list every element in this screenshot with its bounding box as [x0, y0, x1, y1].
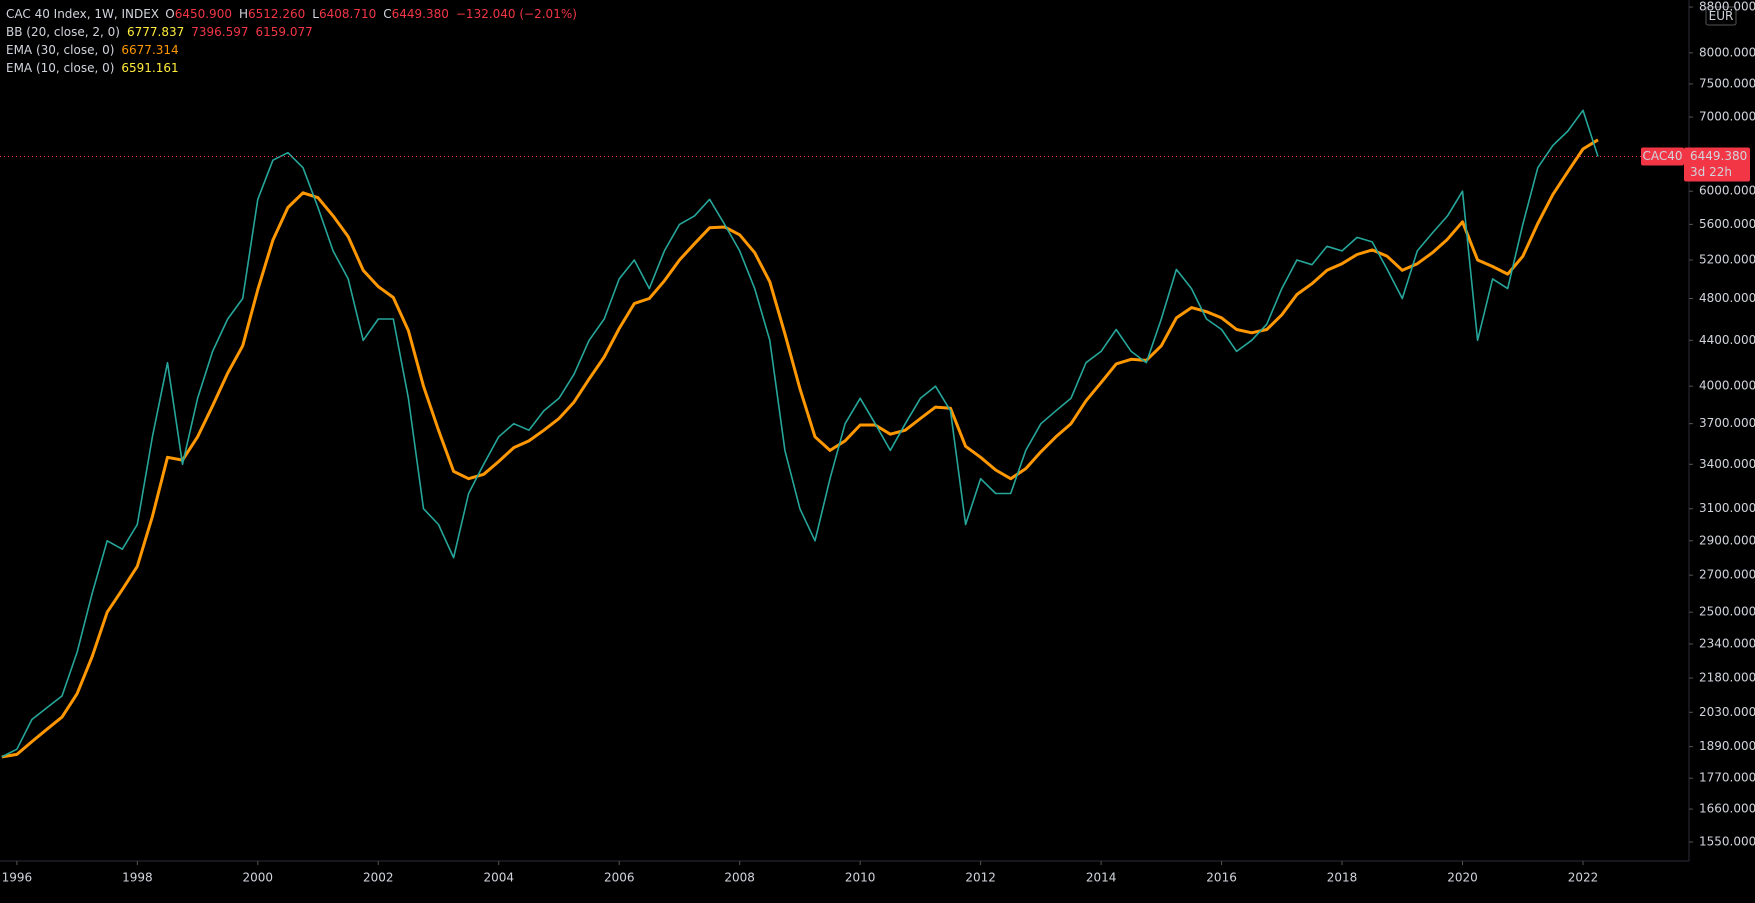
legend-row: EMA (10, close, 0) 6591.161 — [6, 61, 179, 75]
ohlc-value: 6512.260 — [248, 7, 305, 21]
y-tick-label: 2500.000 — [1699, 605, 1755, 619]
legend-row: BB (20, close, 2, 0) 6777.837 7396.597 6159… — [6, 25, 313, 39]
indicator-value: 7396.597 — [191, 25, 248, 39]
currency-box[interactable] — [1705, 6, 1737, 26]
y-tick-label: 6000.000 — [1699, 184, 1755, 198]
ohlc-value: 6450.900 — [175, 7, 232, 21]
y-tick-label: 3400.000 — [1699, 457, 1755, 471]
ohlc-key: C — [383, 7, 391, 21]
x-tick-label: 2008 — [724, 871, 755, 885]
x-tick-label: 2002 — [363, 871, 394, 885]
indicator-name: EMA (30, close, 0) — [6, 43, 114, 57]
y-tick-label: 1890.000 — [1699, 739, 1755, 753]
y-tick-label: 2700.000 — [1699, 568, 1755, 582]
indicator-value: 6777.837 — [127, 25, 184, 39]
x-tick-label: 2014 — [1086, 871, 1117, 885]
y-tick-label: 1660.000 — [1699, 802, 1755, 816]
y-tick-label: 2030.000 — [1699, 705, 1755, 719]
x-tick-label: 1998 — [122, 871, 153, 885]
currency: EUR — [1709, 9, 1734, 23]
ohlc-key: O — [165, 7, 174, 21]
y-tick-label: 4800.000 — [1699, 291, 1755, 305]
legend-row: EMA (30, close, 0) 6677.314 — [6, 43, 179, 57]
change: −132.040 (−2.01%) — [456, 7, 577, 21]
y-tick-label: 8000.000 — [1699, 45, 1755, 59]
x-tick-label: 2000 — [243, 871, 274, 885]
y-tick-label: 2900.000 — [1699, 533, 1755, 547]
y-tick-label: 2180.000 — [1699, 671, 1755, 685]
indicator-value: 6677.314 — [121, 43, 178, 57]
y-tick-label: 7500.000 — [1699, 76, 1755, 90]
y-tick-label: 5200.000 — [1699, 253, 1755, 267]
indicator-value: 6591.161 — [121, 61, 178, 75]
indicator-name: BB (20, close, 2, 0) — [6, 25, 120, 39]
y-tick-label: 1770.000 — [1699, 771, 1755, 785]
x-tick-label: 2022 — [1568, 871, 1599, 885]
y-tick-label: 8800.000 — [1699, 0, 1755, 14]
symbol-title: CAC 40 Index, 1W, INDEX — [6, 7, 159, 21]
y-tick-label: 3700.000 — [1699, 416, 1755, 430]
price-label-box — [1684, 147, 1750, 182]
y-tick-label: 7000.000 — [1699, 110, 1755, 124]
price-line — [1, 109, 1599, 758]
price-label: 6449.380 — [1690, 149, 1747, 163]
plot-area — [0, 109, 1689, 759]
ohlc-key: H — [239, 7, 248, 21]
x-tick-label: 2020 — [1447, 871, 1478, 885]
symbol-label: CAC40 — [1642, 149, 1682, 163]
x-tick-label: 1996 — [2, 871, 33, 885]
countdown: 3d 22h — [1690, 165, 1732, 179]
ohlc-value: 6449.380 — [392, 7, 449, 21]
ohlc-value: 6408.710 — [319, 7, 376, 21]
symbol-label-box — [1641, 147, 1684, 166]
y-tick-label: 4400.000 — [1699, 333, 1755, 347]
x-tick-label: 2010 — [845, 871, 876, 885]
indicator-value: 6159.077 — [256, 25, 313, 39]
x-tick-label: 2018 — [1327, 871, 1358, 885]
x-tick-label: 2012 — [965, 871, 996, 885]
price-line — [1, 138, 1599, 759]
indicator-name: EMA (10, close, 0) — [6, 61, 114, 75]
y-tick-label: 3100.000 — [1699, 501, 1755, 515]
ohlc-key: L — [312, 7, 319, 21]
x-tick-label: 2004 — [483, 871, 514, 885]
x-tick-label: 2006 — [604, 871, 635, 885]
y-tick-label: 1550.000 — [1699, 835, 1755, 849]
legend-row: CAC 40 Index, 1W, INDEX O6450.900 H6512.26… — [6, 7, 577, 21]
x-tick-label: 2016 — [1206, 871, 1237, 885]
y-tick-label: 4000.000 — [1699, 379, 1755, 393]
legend: CAC 40 Index, 1W, INDEX O6450.900 H6512.26… — [6, 7, 577, 75]
y-tick-label: 2340.000 — [1699, 636, 1755, 650]
y-tick-label: 5600.000 — [1699, 217, 1755, 231]
